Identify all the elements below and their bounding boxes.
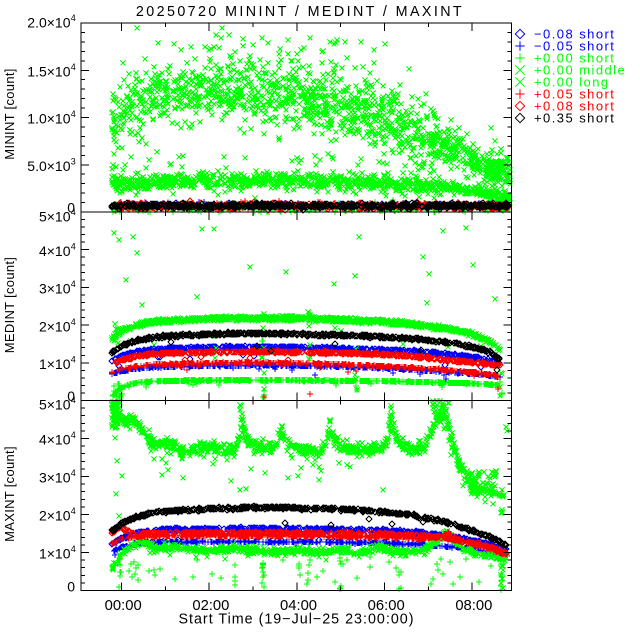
svg-text:+0.00 short: +0.00 short [534, 51, 615, 66]
svg-text:−0.05 short: −0.05 short [534, 39, 615, 54]
svg-text:5×10: 5×10 [39, 208, 71, 224]
svg-text:1.0×10: 1.0×10 [27, 111, 70, 127]
svg-text:0: 0 [67, 200, 75, 216]
svg-text:4: 4 [71, 544, 76, 554]
svg-text:+0.00 long: +0.00 long [534, 75, 610, 90]
svg-text:3×10: 3×10 [39, 470, 71, 486]
svg-text:1×10: 1×10 [39, 546, 71, 562]
svg-text:4: 4 [71, 468, 76, 478]
svg-text:MAXINT [count]: MAXINT [count] [2, 446, 17, 542]
svg-text:08:00: 08:00 [455, 598, 492, 614]
svg-text:MEDINT [count]: MEDINT [count] [2, 257, 17, 353]
svg-text:4: 4 [71, 317, 76, 327]
svg-text:4: 4 [71, 207, 76, 217]
svg-text:4: 4 [71, 13, 76, 23]
svg-text:2×10: 2×10 [39, 318, 71, 334]
svg-text:0: 0 [67, 579, 75, 595]
svg-text:1×10: 1×10 [39, 356, 71, 372]
svg-text:4: 4 [71, 241, 76, 251]
svg-text:02:00: 02:00 [192, 598, 229, 614]
svg-text:4: 4 [71, 430, 76, 440]
svg-text:4: 4 [71, 279, 76, 289]
svg-text:MININT [count]: MININT [count] [2, 68, 17, 159]
svg-text:4: 4 [71, 109, 76, 119]
svg-text:4: 4 [71, 506, 76, 516]
svg-text:+0.00 middle: +0.00 middle [534, 63, 626, 78]
svg-text:4: 4 [71, 355, 76, 365]
svg-text:1.5×10: 1.5×10 [27, 63, 70, 79]
svg-text:4: 4 [71, 62, 76, 72]
svg-text:+0.35 short: +0.35 short [534, 111, 615, 126]
svg-text:3: 3 [71, 156, 76, 166]
svg-text:4: 4 [71, 395, 76, 405]
svg-text:Start Time (19−Jul−25 23:00:00: Start Time (19−Jul−25 23:00:00) [178, 612, 414, 628]
svg-text:00:00: 00:00 [105, 598, 142, 614]
svg-text:5×10: 5×10 [39, 397, 71, 413]
svg-text:+0.05 short: +0.05 short [534, 87, 615, 102]
svg-text:06:00: 06:00 [368, 598, 405, 614]
svg-text:−0.08 short: −0.08 short [534, 27, 615, 42]
svg-text:0: 0 [67, 388, 75, 404]
svg-text:3×10: 3×10 [39, 281, 71, 297]
svg-text:2×10: 2×10 [39, 508, 71, 524]
svg-text:4×10: 4×10 [39, 243, 71, 259]
svg-text:20250720 MININT / MEDINT / MAX: 20250720 MININT / MEDINT / MAXINT [136, 4, 464, 20]
svg-text:+0.08 short: +0.08 short [534, 99, 615, 114]
svg-text:5.0×10: 5.0×10 [27, 158, 70, 174]
svg-text:04:00: 04:00 [280, 598, 317, 614]
svg-text:2.0×10: 2.0×10 [27, 15, 70, 31]
svg-text:4×10: 4×10 [39, 432, 71, 448]
